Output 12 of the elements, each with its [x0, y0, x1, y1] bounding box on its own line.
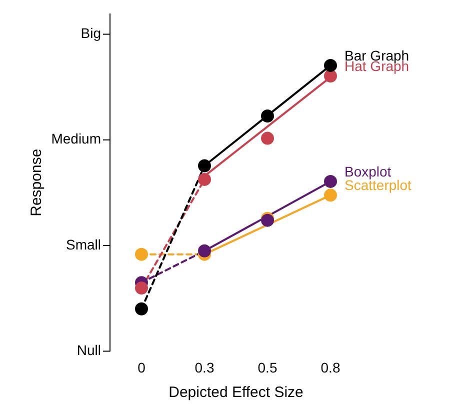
x-tick-label: 0.5 — [258, 359, 278, 376]
x-tick-label: 0 — [138, 359, 146, 376]
text: Medium — [51, 130, 101, 147]
text: Small — [66, 236, 101, 252]
series-label: Boxplot — [344, 163, 392, 180]
x-tick-label: 0.8 — [320, 359, 340, 376]
x-tick-label: 0.3 — [194, 359, 214, 376]
text: Null — [76, 342, 101, 358]
x-axis-title: Depicted Effect Size — [168, 384, 304, 402]
y-axis-title: Response — [28, 148, 46, 216]
text: Big — [80, 25, 101, 42]
series-label: Scatterplot — [344, 177, 412, 194]
